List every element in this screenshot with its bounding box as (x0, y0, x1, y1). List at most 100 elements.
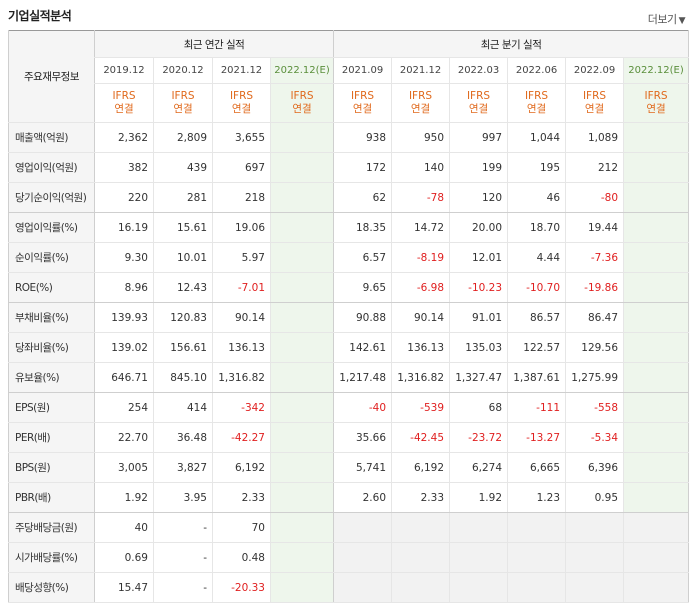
table-cell (333, 542, 392, 573)
table-cell: 19.06 (212, 212, 271, 243)
table-cell: 195 (507, 152, 566, 183)
consolidated-label: 연결 (584, 103, 605, 115)
table-cell: 1,316.82 (391, 362, 450, 393)
table-cell: -7.01 (212, 272, 271, 303)
table-cell: -342 (212, 392, 271, 423)
table-cell (269, 332, 334, 363)
table-cell: 22.70 (94, 422, 154, 453)
table-cell (623, 512, 690, 543)
row-label: ROE(%) (8, 272, 95, 303)
table-cell: 135.03 (449, 332, 508, 363)
table-row: 당좌비율(%) 139.02 156.61 136.13 142.61 136.13 135… (8, 332, 690, 363)
table-cell (269, 302, 334, 333)
table-cell: 10.01 (153, 242, 213, 273)
row-label: 주당배당금(원) (8, 512, 95, 543)
table-cell: -10.70 (507, 272, 566, 303)
period-header: 2022.12(E) (269, 57, 334, 84)
table-cell: 220 (94, 182, 154, 213)
more-link[interactable]: 더보기 ▼ (648, 11, 686, 27)
table-cell: 9.65 (333, 272, 392, 303)
table-cell: 172 (333, 152, 392, 183)
consolidated-label: 연결 (410, 103, 431, 115)
table-cell: 1,275.99 (565, 362, 624, 393)
table-cell: -10.23 (449, 272, 508, 303)
table-cell: 35.66 (333, 422, 392, 453)
table-cell: 70 (212, 512, 271, 543)
row-label: 당기순이익(억원) (8, 182, 95, 213)
table-cell: 68 (449, 392, 508, 423)
row-label: 영업이익(억원) (8, 152, 95, 183)
table-cell (269, 482, 334, 513)
table-cell (623, 272, 690, 303)
ifrs-basis-header: IFRS 연결 (449, 83, 508, 123)
ifrs-basis-header: IFRS 연결 (269, 83, 334, 123)
table-cell: 120 (449, 182, 508, 213)
table-cell: -6.98 (391, 272, 450, 303)
table-cell: 5.97 (212, 242, 271, 273)
ifrs-basis-header: IFRS 연결 (212, 83, 271, 123)
table-cell: 2.33 (212, 482, 271, 513)
table-cell (623, 422, 690, 453)
table-cell: 2,809 (153, 122, 213, 153)
table-cell: 3.95 (153, 482, 213, 513)
period-header: 2022.09 (565, 57, 624, 84)
table-cell: 91.01 (449, 302, 508, 333)
row-label: 영업이익률(%) (8, 212, 95, 243)
consolidated-label: 연결 (646, 103, 666, 115)
table-cell: -7.36 (565, 242, 624, 273)
table-cell: 136.13 (391, 332, 450, 363)
table-cell: 142.61 (333, 332, 392, 363)
period-header: 2021.12 (391, 57, 450, 84)
table-row: 당기순이익(억원) 220 281 218 62 -78 120 46 -80 (8, 182, 690, 213)
table-cell (269, 362, 334, 393)
table-cell: 1,217.48 (333, 362, 392, 393)
table-row: 주당배당금(원) 40-70 (8, 512, 690, 543)
table-cell (623, 482, 690, 513)
table-cell (507, 512, 566, 543)
financial-summary-panel: 기업실적분석 더보기 ▼ 주요재무정보 최근 연간 실적 최근 분기 실적 201… (8, 9, 690, 603)
table-cell: 697 (212, 152, 271, 183)
table-cell (269, 422, 334, 453)
financial-table: 주요재무정보 최근 연간 실적 최근 분기 실적 2019.12 2020.12 2… (8, 30, 690, 603)
table-cell: 4.44 (507, 242, 566, 273)
table-cell: -80 (565, 182, 624, 213)
table-cell (269, 182, 334, 213)
table-cell: 2.33 (391, 482, 450, 513)
row-label: 배당성향(%) (8, 572, 95, 603)
table-cell: 6.57 (333, 242, 392, 273)
ifrs-basis-header: IFRS 연결 (333, 83, 392, 123)
table-cell (269, 572, 334, 603)
table-cell: 139.93 (94, 302, 154, 333)
table-row: 배당성향(%) 15.47- -20.33 (8, 572, 690, 603)
period-header: 2022.03 (449, 57, 508, 84)
table-cell: 0.95 (565, 482, 624, 513)
table-cell (623, 212, 690, 243)
period-header: 2019.12 (94, 57, 154, 84)
table-cell: 156.61 (153, 332, 213, 363)
period-header: 2021.12 (212, 57, 271, 84)
ifrs-basis-header: IFRS 연결 (391, 83, 450, 123)
row-label: 시가배당률(%) (8, 542, 95, 573)
table-cell: 1.92 (94, 482, 154, 513)
table-row: 부채비율(%) 139.93 120.83 90.14 90.88 90.14 91.01 8… (8, 302, 690, 333)
consolidated-label: 연결 (352, 103, 373, 115)
table-cell (333, 512, 392, 543)
table-cell: 382 (94, 152, 154, 183)
table-cell (623, 122, 690, 153)
table-cell: 129.56 (565, 332, 624, 363)
table-cell: -20.33 (212, 572, 271, 603)
table-cell: -42.27 (212, 422, 271, 453)
table-cell: - (153, 512, 213, 543)
table-cell: 12.01 (449, 242, 508, 273)
consolidated-label: 연결 (114, 103, 134, 115)
table-cell: 1.23 (507, 482, 566, 513)
table-cell: 9.30 (94, 242, 154, 273)
table-row: ROE(%) 8.96 12.43 -7.01 9.65 -6.98 -10.23 -10.7… (8, 272, 690, 303)
table-cell (623, 572, 690, 603)
table-cell: 6,192 (212, 452, 271, 483)
table-cell: 281 (153, 182, 213, 213)
table-cell: 16.19 (94, 212, 154, 243)
table-cell: 18.70 (507, 212, 566, 243)
table-cell: 19.44 (565, 212, 624, 243)
table-cell (269, 542, 334, 573)
